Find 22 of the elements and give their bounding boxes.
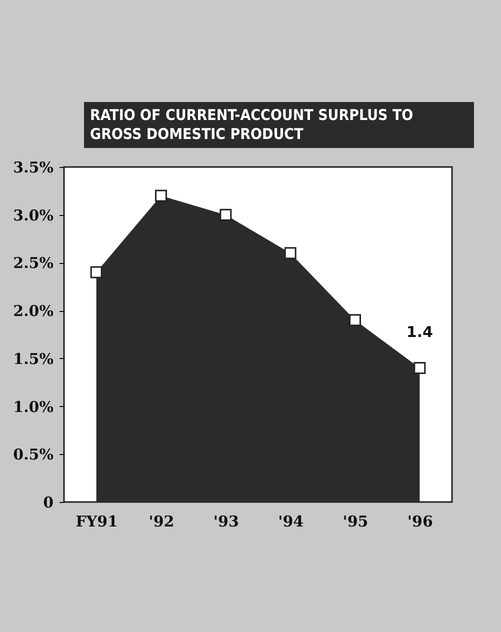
point [220,208,232,221]
x-tick-label: '95 [342,512,368,530]
x-tick-label: '94 [278,512,304,530]
chart-title: RATIO OF CURRENT-ACCOUNT SURPLUS TO GROSS DOMESTIC PRODUCT [84,102,474,148]
point [284,247,296,260]
x-tick-label: FY91 [76,512,118,530]
point [414,362,426,374]
y-tick-label: 1.0% [13,398,54,416]
y-tick-label: 3.0% [13,206,54,224]
x-tick-label: '93 [213,512,239,530]
x-tick-label: '92 [148,512,174,530]
y-tick-label: 1.5% [13,350,54,368]
point [155,190,167,202]
y-tick-label: 2.5% [13,254,54,272]
y-tick-label: 0.5% [13,446,54,464]
point [349,314,361,326]
annotation: 1.4 [406,323,433,341]
x-tick-label: '96 [407,512,433,530]
y-tick-label: 2.0% [13,302,54,320]
point [90,266,102,278]
y-tick-label: 3.5% [13,158,54,176]
y-tick-label: 0 [43,494,54,512]
